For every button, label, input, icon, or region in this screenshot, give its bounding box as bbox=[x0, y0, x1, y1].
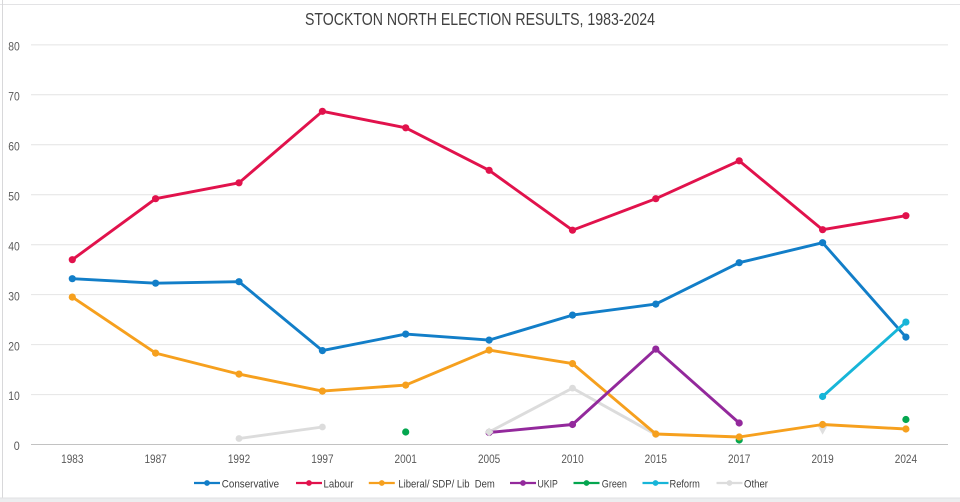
svg-text:40: 40 bbox=[8, 241, 20, 253]
svg-text:STOCKTON NORTH ELECTION RESULT: STOCKTON NORTH ELECTION RESULTS, 1983-20… bbox=[305, 9, 655, 29]
svg-text:2005: 2005 bbox=[478, 454, 500, 466]
svg-text:2001: 2001 bbox=[395, 454, 417, 466]
svg-text:Green: Green bbox=[602, 478, 627, 490]
svg-text:UKIP: UKIP bbox=[538, 478, 558, 490]
svg-text:Other: Other bbox=[744, 478, 768, 490]
svg-text:20: 20 bbox=[8, 341, 20, 353]
svg-text:10: 10 bbox=[8, 391, 20, 403]
svg-text:1983: 1983 bbox=[61, 454, 83, 466]
svg-text:60: 60 bbox=[8, 142, 20, 154]
svg-text:2015: 2015 bbox=[645, 454, 667, 466]
svg-text:2010: 2010 bbox=[561, 454, 583, 466]
svg-text:2017: 2017 bbox=[728, 454, 750, 466]
svg-text:2024: 2024 bbox=[895, 454, 918, 466]
svg-text:50: 50 bbox=[8, 191, 20, 203]
svg-text:80: 80 bbox=[8, 42, 20, 54]
svg-text:0: 0 bbox=[14, 441, 20, 453]
svg-text:1997: 1997 bbox=[311, 454, 333, 466]
svg-text:Liberal/ SDP/ Lib Dem: Liberal/ SDP/ Lib Dem bbox=[398, 478, 494, 490]
svg-text:70: 70 bbox=[8, 92, 20, 104]
svg-text:30: 30 bbox=[8, 291, 20, 303]
svg-text:Conservative: Conservative bbox=[222, 478, 279, 490]
svg-text:1987: 1987 bbox=[144, 454, 166, 466]
svg-text:1992: 1992 bbox=[228, 454, 250, 466]
svg-text:Labour: Labour bbox=[324, 478, 354, 490]
svg-text:2019: 2019 bbox=[811, 454, 833, 466]
svg-text:Reform: Reform bbox=[670, 478, 700, 490]
